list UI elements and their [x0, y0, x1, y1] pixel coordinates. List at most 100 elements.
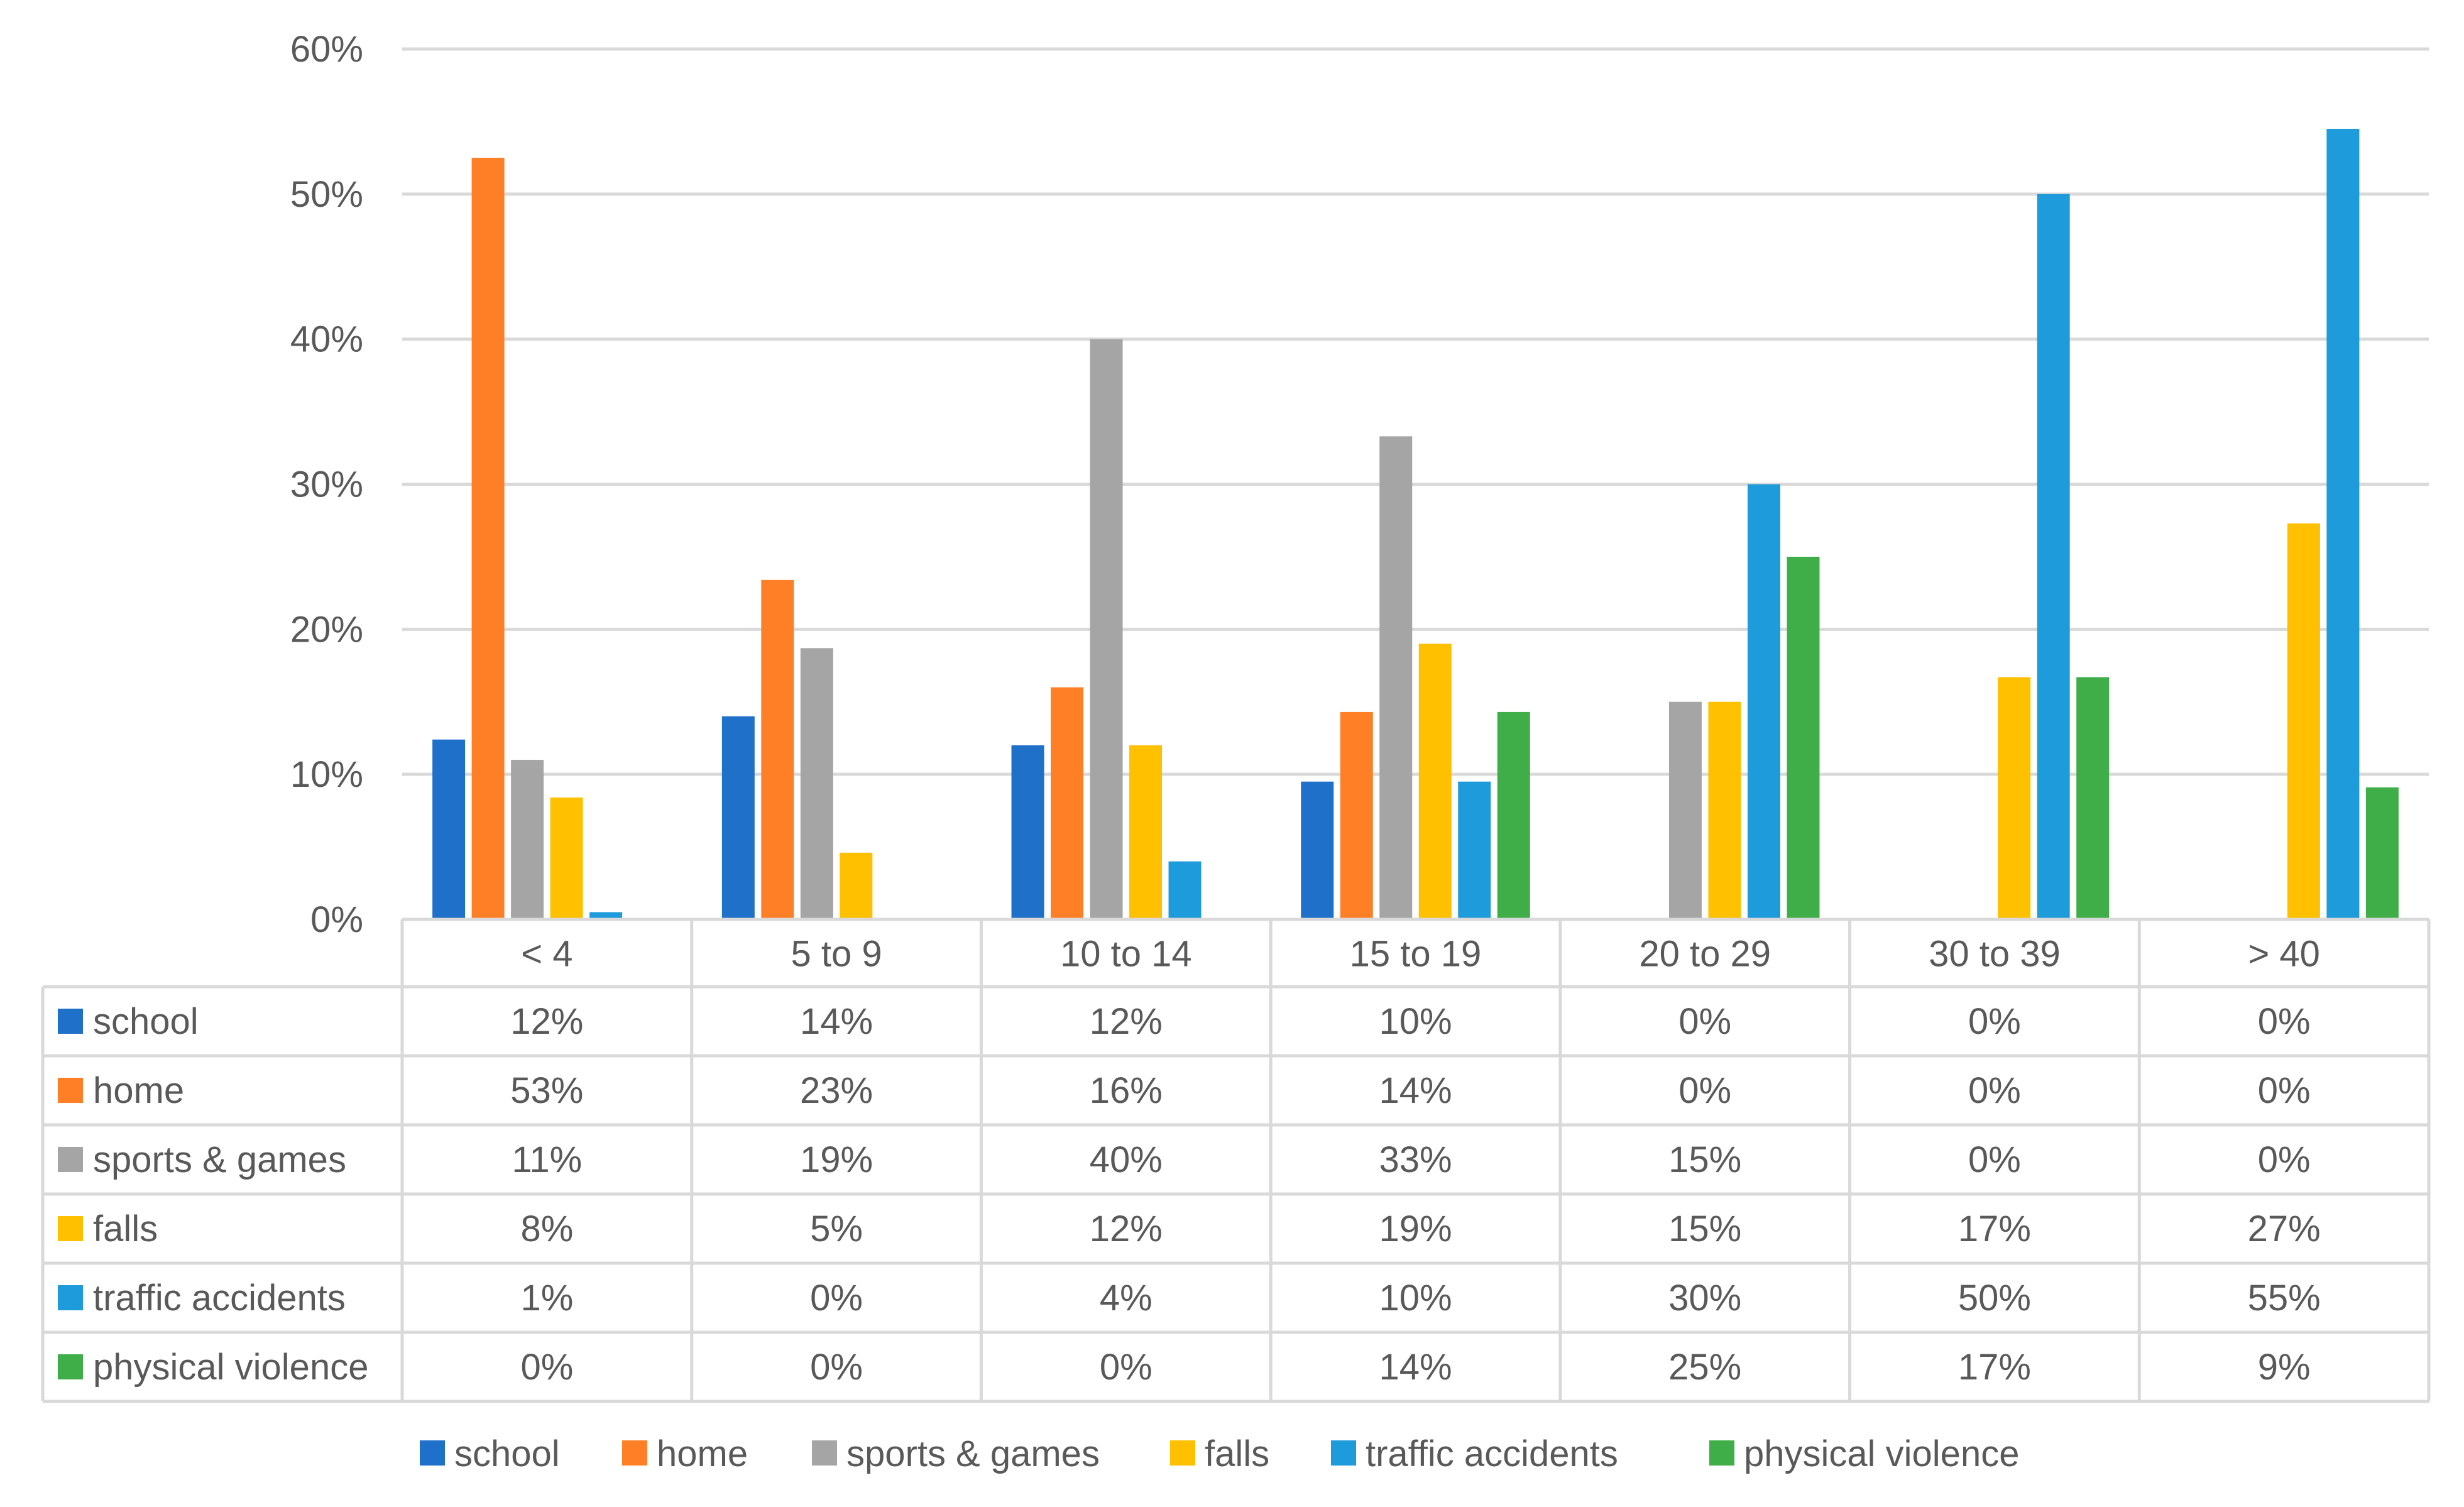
table-cell: 4% [1100, 1278, 1153, 1318]
table-cell: 30% [1668, 1278, 1741, 1318]
table-cell: 27% [2248, 1208, 2321, 1249]
bar [1668, 701, 1702, 919]
table-row-label: falls [93, 1208, 158, 1249]
table-cell: 0% [1678, 1001, 1731, 1042]
y-tick-label: 40% [290, 319, 363, 360]
y-tick-label: 50% [290, 174, 363, 215]
bar [550, 797, 583, 919]
y-tick-label: 30% [290, 464, 363, 505]
bar [2365, 787, 2399, 919]
bar [1458, 781, 1491, 919]
table-cell: 0% [810, 1347, 863, 1388]
bar [1998, 677, 2031, 919]
bar [1340, 711, 1373, 919]
table-cell: 0% [1100, 1347, 1153, 1388]
bar [1379, 436, 1413, 919]
table-cell: 19% [1379, 1208, 1452, 1249]
table-cell: 12% [1090, 1208, 1163, 1249]
table-cell: 53% [510, 1070, 583, 1111]
bar [1301, 781, 1334, 919]
table-cell: 9% [2258, 1347, 2311, 1388]
bar [511, 760, 544, 919]
bars [432, 128, 2399, 919]
table-cell: 14% [800, 1001, 873, 1042]
table-row-label: traffic accidents [93, 1278, 346, 1318]
y-tick-label: 10% [290, 754, 363, 795]
legend-swatch [622, 1440, 647, 1466]
bar [1011, 745, 1044, 919]
y-tick-label: 0% [310, 899, 363, 940]
table-cell: 0% [520, 1347, 573, 1388]
bar [589, 912, 623, 919]
bar [840, 852, 873, 919]
legend-label: physical violence [1744, 1433, 2019, 1474]
legend: school home sports & games falls traffic acc… [420, 1433, 2019, 1474]
bar [1129, 745, 1163, 919]
y-tick-label: 20% [290, 609, 363, 650]
table-row-label: physical violence [93, 1347, 368, 1388]
x-category-label: 5 to 9 [791, 934, 882, 975]
table-cell: 14% [1379, 1347, 1452, 1388]
table-cell: 55% [2248, 1278, 2321, 1318]
table-cell: 12% [1090, 1001, 1163, 1042]
table-cell: 0% [1968, 1139, 2021, 1180]
bar [2287, 523, 2320, 919]
table-legend-key [58, 1216, 83, 1241]
table-legend-key [58, 1354, 83, 1379]
x-category-label: 15 to 19 [1350, 934, 1482, 975]
table-cell: 10% [1379, 1278, 1452, 1318]
table-cell: 11% [512, 1139, 582, 1180]
legend-label: falls [1205, 1433, 1269, 1474]
table-cell: 19% [800, 1139, 873, 1180]
table-row-label: school [93, 1001, 199, 1042]
table-cell: 16% [1090, 1070, 1163, 1111]
legend-label: home [657, 1433, 748, 1474]
table-cell: 15% [1668, 1139, 1741, 1180]
table-cell: 0% [810, 1278, 863, 1318]
bar [471, 158, 505, 919]
legend-swatch [420, 1440, 445, 1466]
table-cell: 0% [1968, 1001, 2021, 1042]
bar [721, 716, 755, 919]
y-axis-tick-labels: 0% 10% 20% 30% 40% 50% 60% [290, 29, 363, 940]
table-legend-key [58, 1147, 83, 1172]
legend-swatch [1170, 1440, 1195, 1466]
y-tick-label: 60% [290, 29, 363, 70]
bar [1747, 484, 1780, 919]
table-legend-key [58, 1285, 83, 1310]
table-cell: 10% [1379, 1001, 1452, 1042]
bar [2326, 128, 2360, 919]
legend-label: sports & games [846, 1433, 1100, 1474]
table-row-label: sports & games [93, 1139, 346, 1180]
bar [1787, 556, 1820, 919]
table-cell: 0% [2258, 1139, 2311, 1180]
legend-label: school [454, 1433, 560, 1474]
bar [2076, 677, 2110, 919]
legend-swatch [1331, 1440, 1356, 1466]
table-cell: 0% [2258, 1070, 2311, 1111]
x-category-label: < 4 [521, 934, 572, 975]
x-category-label: > 40 [2248, 934, 2320, 975]
gridlines [402, 47, 2429, 921]
bar [1051, 687, 1084, 919]
table-cell: 0% [1968, 1070, 2021, 1111]
table-cell: 40% [1090, 1139, 1163, 1180]
bar [1168, 861, 1202, 919]
bar [1418, 644, 1452, 919]
bar [761, 579, 794, 919]
legend-swatch [812, 1440, 837, 1466]
bar [2037, 194, 2070, 919]
table-cell: 17% [1958, 1208, 2031, 1249]
bar [1708, 701, 1741, 919]
table-cell: 15% [1668, 1208, 1741, 1249]
table-legend-key [58, 1078, 83, 1103]
table-cell: 23% [800, 1070, 873, 1111]
table-cell: 0% [1678, 1070, 1731, 1111]
table-cell: 14% [1379, 1070, 1452, 1111]
x-category-label: 10 to 14 [1060, 934, 1192, 975]
table-cell: 5% [810, 1208, 863, 1249]
x-category-label: 30 to 39 [1929, 934, 2061, 975]
x-category-label: 20 to 29 [1639, 934, 1771, 975]
